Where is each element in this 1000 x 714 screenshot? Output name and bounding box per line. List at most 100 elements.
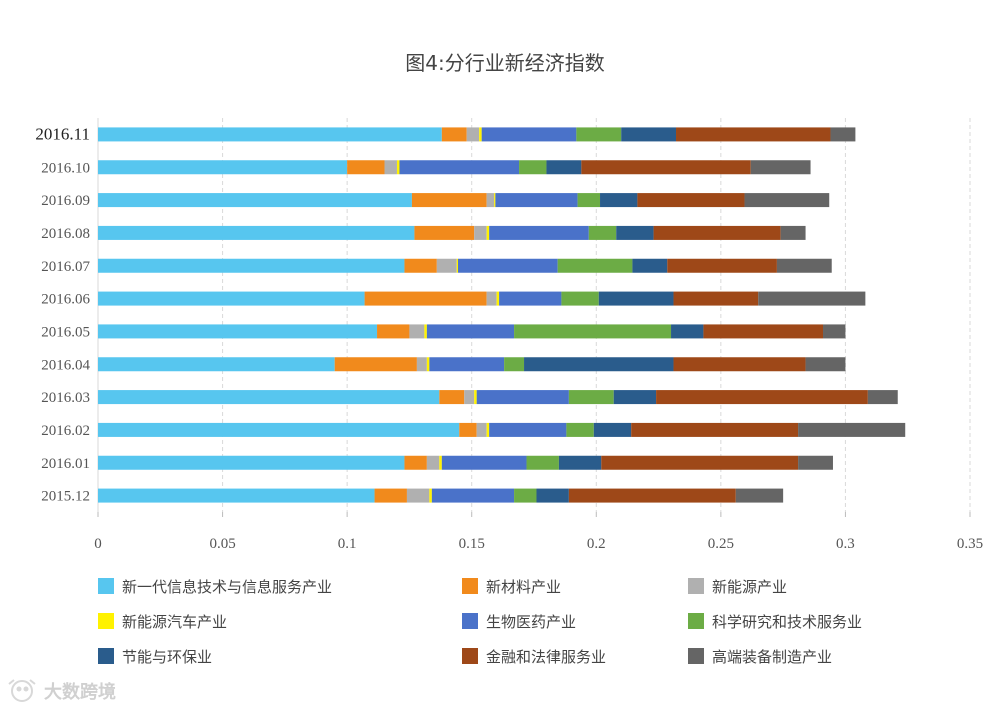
x-axis: 0 0.05 0.1 0.15 0.2 0.25 0.3 0.35 — [94, 512, 983, 552]
category-label: 2016.09 — [41, 193, 90, 209]
bar-segment — [750, 160, 811, 175]
bar-segment — [474, 390, 477, 405]
bar-segment — [667, 258, 777, 273]
bar-segment — [424, 324, 427, 339]
bars — [98, 127, 906, 503]
bar-segment — [561, 291, 599, 306]
bar-segment — [676, 127, 831, 142]
bar-segment — [459, 422, 477, 437]
x-tick-label: 0.05 — [209, 536, 235, 552]
bar-segment — [514, 324, 672, 339]
bar-segment — [489, 225, 589, 240]
bar-segment — [441, 127, 467, 142]
bar-segment — [384, 160, 397, 175]
x-tick-label: 0.35 — [957, 536, 983, 552]
bar-segment — [476, 422, 487, 437]
category-label: 2016.05 — [41, 324, 90, 340]
bar-segment — [481, 127, 577, 142]
bar-segment — [441, 455, 527, 470]
bar-segment — [798, 455, 833, 470]
bar-segment — [588, 225, 617, 240]
bar-segment — [476, 390, 569, 405]
bar-segment — [98, 193, 412, 208]
x-tick-label: 0.2 — [587, 536, 606, 552]
bar-segment — [464, 390, 475, 405]
bar-segment — [456, 258, 459, 273]
bar-segment — [758, 291, 866, 306]
category-label: 2016.08 — [41, 226, 90, 242]
bar-segment — [577, 193, 601, 208]
category-label: 2016.07 — [41, 259, 90, 275]
gridlines — [97, 118, 971, 512]
bar-segment — [98, 357, 335, 372]
bar-segment — [486, 422, 490, 437]
bar-segment — [374, 488, 407, 503]
bar-segment — [429, 488, 432, 503]
bar-segment — [458, 258, 558, 273]
bar-segment — [474, 225, 487, 240]
bar-segment — [404, 455, 427, 470]
bar-segment — [526, 455, 559, 470]
bar-segment — [426, 324, 515, 339]
bar-segment — [735, 488, 784, 503]
bar-segment — [98, 422, 460, 437]
legend-swatch — [462, 648, 478, 664]
bar-segment — [830, 127, 856, 142]
bar-segment — [439, 455, 442, 470]
bar-segment — [499, 291, 562, 306]
bar-segment — [486, 291, 497, 306]
bar-segment — [524, 357, 674, 372]
bar-segment — [98, 127, 442, 142]
watermark-text: 大数跨境 — [44, 681, 116, 703]
bar-segment — [406, 488, 430, 503]
bar-segment — [519, 160, 547, 175]
bar-segment — [396, 160, 400, 175]
bar-segment — [98, 455, 405, 470]
bar-segment — [601, 455, 799, 470]
bar-segment — [431, 488, 515, 503]
bar-segment — [671, 324, 704, 339]
bar-segment — [486, 225, 490, 240]
bar-segment — [805, 357, 846, 372]
bar-segment — [546, 160, 582, 175]
x-tick-label: 0.15 — [459, 536, 485, 552]
legend-swatch — [98, 578, 114, 594]
legend-label: 节能与环保业 — [122, 648, 212, 666]
bar-segment — [744, 193, 830, 208]
legend-swatch — [462, 613, 478, 629]
bar-segment — [613, 390, 657, 405]
watermark: 大数跨境 — [8, 679, 116, 703]
bar-segment — [566, 422, 594, 437]
bar-segment — [514, 488, 537, 503]
legend-label: 高端装备制造产业 — [712, 648, 832, 666]
bar-segment — [557, 258, 633, 273]
bar-segment — [600, 193, 638, 208]
category-label: 2016.11 — [35, 124, 90, 143]
bar-segment — [98, 324, 378, 339]
category-label: 2016.04 — [41, 357, 90, 373]
legend-swatch — [688, 613, 704, 629]
bar-segment — [656, 390, 868, 405]
bar-segment — [426, 455, 440, 470]
bar-segment — [632, 258, 668, 273]
bar-segment — [429, 357, 505, 372]
category-label: 2016.06 — [41, 292, 90, 308]
bar-segment — [98, 390, 440, 405]
x-tick-label: 0 — [94, 536, 102, 552]
bar-segment — [411, 193, 487, 208]
bar-segment — [334, 357, 417, 372]
bar-segment — [409, 324, 425, 339]
legend-swatch — [462, 578, 478, 594]
bar-segment — [364, 291, 487, 306]
bar-segment — [466, 127, 480, 142]
legend-swatch — [688, 648, 704, 664]
category-label: 2015.12 — [41, 489, 90, 505]
bar-segment — [377, 324, 410, 339]
bar-segment — [581, 160, 751, 175]
bar-segment — [673, 291, 759, 306]
bar-segment — [399, 160, 520, 175]
bar-segment — [426, 357, 430, 372]
bar-segment — [703, 324, 824, 339]
